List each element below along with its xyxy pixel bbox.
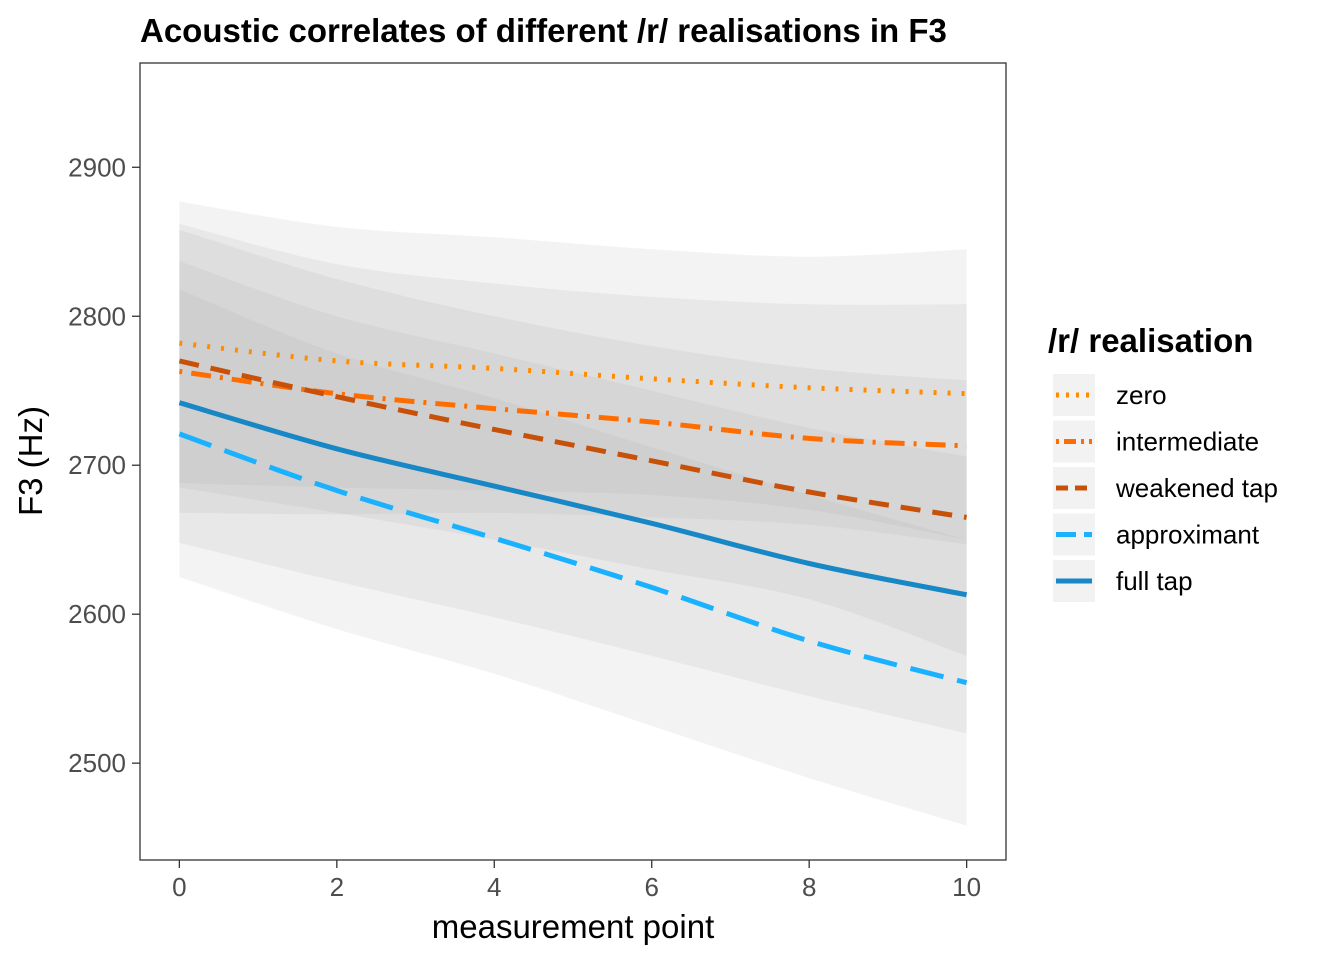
y-tick-label: 2500 — [68, 748, 126, 778]
legend-item-weakened-tap: weakened tap — [1053, 467, 1278, 509]
y-tick-label: 2600 — [68, 599, 126, 629]
x-axis: 0 2 4 6 8 10 — [172, 860, 981, 902]
legend-label: approximant — [1116, 520, 1260, 550]
y-axis-title: F3 (Hz) — [12, 406, 49, 516]
x-tick-label: 4 — [487, 872, 501, 902]
series-line-zero — [179, 340, 967, 397]
x-axis-title: measurement point — [432, 908, 714, 945]
x-tick-label: 0 — [172, 872, 186, 902]
legend-label: weakened tap — [1115, 473, 1278, 503]
series-line-weakened-tap — [178, 358, 968, 520]
legend-label: intermediate — [1116, 427, 1259, 457]
y-axis: 2500 2600 2700 2800 2900 — [68, 152, 140, 778]
x-tick-label: 10 — [952, 872, 981, 902]
x-tick-label: 2 — [330, 872, 344, 902]
y-tick-label: 2900 — [68, 152, 126, 182]
series-line-approximant — [178, 431, 968, 686]
legend: /r/ realisation zero intermediate weakened… — [1048, 322, 1278, 602]
legend-item-full-tap: full tap — [1053, 560, 1193, 602]
series-lines — [178, 340, 968, 686]
x-tick-label: 8 — [802, 872, 816, 902]
legend-title: /r/ realisation — [1048, 322, 1253, 359]
legend-label: full tap — [1116, 566, 1193, 596]
ci-band-intermediate — [179, 223, 967, 545]
confidence-bands — [179, 201, 967, 826]
legend-item-intermediate: intermediate — [1053, 420, 1259, 463]
ci-band-approximant — [179, 289, 967, 826]
legend-item-approximant: approximant — [1053, 513, 1260, 556]
chart-title: Acoustic correlates of different /r/ rea… — [140, 12, 947, 49]
y-tick-label: 2700 — [68, 450, 126, 480]
ci-band-zero — [179, 201, 967, 540]
x-tick-label: 6 — [644, 872, 658, 902]
legend-item-zero: zero — [1053, 374, 1167, 416]
y-tick-label: 2800 — [68, 301, 126, 331]
plot-panel-border — [139, 62, 1007, 861]
legend-label: zero — [1116, 380, 1167, 410]
ci-band-full-tap — [179, 261, 967, 734]
series-line-full-tap — [178, 400, 968, 598]
